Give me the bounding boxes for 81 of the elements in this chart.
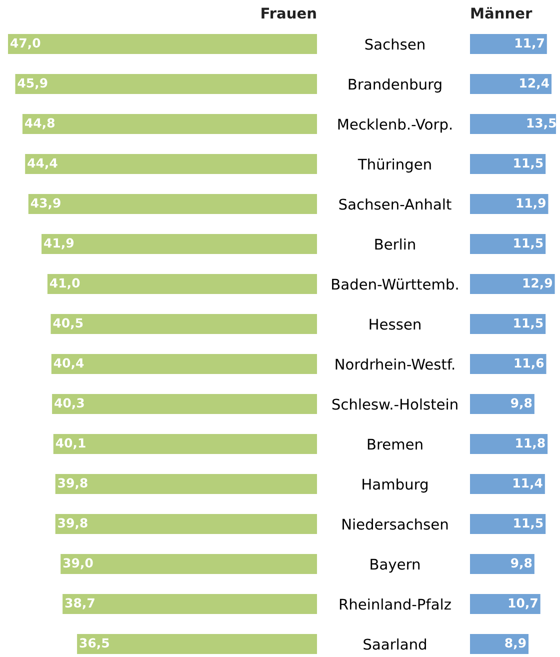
bar — [470, 354, 546, 374]
y-tick-label: Thüringen — [358, 158, 431, 173]
data-label: 39,8 — [58, 478, 88, 490]
data-label: 11,5 — [514, 318, 543, 330]
bar — [25, 154, 317, 174]
bar — [470, 314, 546, 334]
bar — [42, 234, 317, 254]
bar — [470, 154, 546, 174]
bar — [22, 114, 317, 134]
y-tick-label: Hessen — [370, 318, 420, 330]
data-label: 9,8 — [510, 398, 532, 410]
bar — [60, 554, 317, 574]
data-label: 11,4 — [514, 478, 542, 490]
y-tick-label: Schlesw.-Holstein — [332, 398, 458, 410]
data-label: 11,5 — [514, 238, 543, 250]
bar — [470, 194, 548, 214]
bar — [51, 354, 317, 374]
bar — [470, 274, 555, 294]
data-label: 11,7 — [516, 38, 544, 50]
data-label: 9,8 — [510, 558, 532, 570]
bar — [62, 594, 317, 614]
data-label: 43,9 — [30, 198, 60, 210]
data-label: 11,9 — [516, 198, 546, 210]
bar — [53, 434, 317, 454]
y-tick-label: Bremen — [368, 438, 422, 450]
bar — [55, 514, 317, 534]
data-label: 40,3 — [54, 398, 84, 410]
bar — [470, 634, 529, 654]
data-label: 45,9 — [18, 78, 48, 90]
bar — [50, 314, 317, 334]
chart-title: Männer — [471, 7, 532, 19]
y-tick-label: Mecklenb.-Vorp. — [338, 118, 452, 133]
data-label: 47,0 — [10, 38, 40, 50]
data-label: 38,7 — [65, 598, 94, 610]
y-tick-label: Nordrhein-Westf. — [336, 358, 454, 370]
y-tick-label: Baden-Württemb. — [332, 278, 458, 290]
chart-title: Frauen — [262, 8, 316, 19]
bar — [470, 74, 552, 94]
data-label: 13,5 — [527, 118, 556, 130]
bar — [470, 34, 547, 54]
bar — [52, 394, 317, 414]
bar — [470, 554, 534, 574]
data-label: 44,8 — [25, 118, 54, 130]
bar — [77, 634, 317, 654]
data-label: 36,5 — [80, 638, 109, 650]
y-tick-label: Niedersachsen — [342, 518, 448, 530]
data-label: 11,8 — [516, 438, 545, 450]
data-label: 8,9 — [505, 638, 526, 650]
bar — [47, 274, 317, 294]
y-tick-label: Hamburg — [362, 478, 428, 493]
data-label: 12,4 — [520, 78, 549, 90]
data-label: 11,5 — [514, 158, 543, 170]
bar — [470, 434, 548, 454]
bar — [15, 74, 317, 94]
data-label: 39,8 — [58, 518, 88, 530]
bar — [8, 34, 317, 54]
bar — [470, 474, 545, 494]
y-tick-label: Brandenburg — [348, 78, 442, 93]
data-label: 44,4 — [28, 158, 58, 170]
y-tick-label: Rheinland-Pfalz — [340, 598, 451, 610]
y-tick-label: Berlin — [375, 238, 415, 250]
data-label: 11,5 — [514, 518, 543, 530]
data-label: 40,4 — [54, 358, 84, 370]
y-tick-label: Sachsen-Anhalt — [339, 198, 452, 210]
y-tick-label: Bayern — [370, 558, 420, 573]
bar — [470, 394, 534, 414]
bar — [470, 234, 546, 254]
data-label: 40,1 — [56, 438, 86, 450]
y-tick-label: Saarland — [364, 638, 426, 650]
y-tick-label: Sachsen — [365, 38, 424, 50]
data-label: 10,7 — [508, 598, 538, 610]
bar — [470, 594, 540, 614]
data-label: 11,6 — [514, 358, 544, 370]
bar — [28, 194, 317, 214]
bar — [470, 514, 546, 534]
data-label: 12,9 — [523, 278, 552, 290]
bar — [55, 474, 317, 494]
data-label: 40,5 — [53, 318, 83, 330]
data-label: 41,0 — [50, 278, 80, 290]
data-label: 39,0 — [63, 558, 93, 570]
data-label: 41,9 — [44, 238, 74, 250]
